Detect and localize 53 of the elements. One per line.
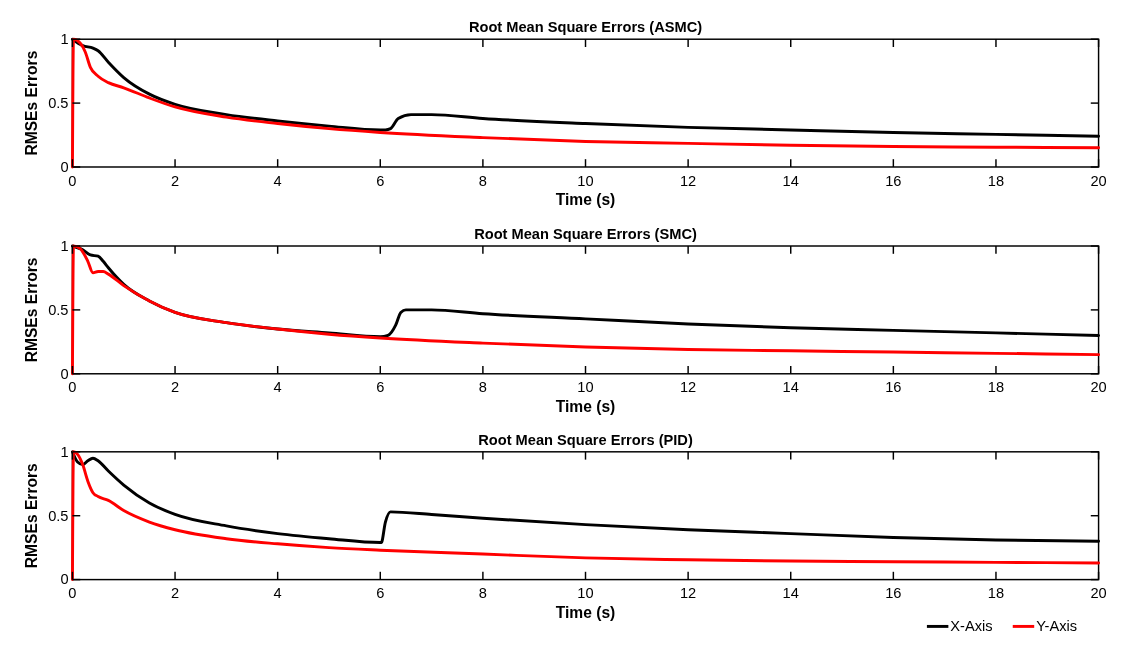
x-tick-label: 8 [478,172,487,189]
y-tick-label: 0 [60,158,69,175]
x-tick-label: 6 [376,172,385,189]
legend-label: Y-Axis [1036,618,1078,635]
x-tick-label: 20 [1090,172,1107,189]
y-tick-label: 1 [60,237,69,254]
x-tick-label: 2 [170,379,180,396]
x-tick-label: 18 [987,172,1005,189]
x-tick-label: 14 [782,585,799,602]
x-tick-label: 10 [577,379,594,396]
legend-label: X-Axis [950,618,993,635]
line-series [70,37,1101,169]
x-tick-label: 20 [1090,379,1107,396]
x-tick-label: 16 [885,585,902,602]
x-tick-label: 4 [273,585,282,602]
x-axis-title: Time (s) [555,603,616,621]
x-tick-label: 14 [782,379,799,396]
x-tick-label: 12 [679,379,697,396]
chart-title: Root Mean Square Errors (ASMC) [468,19,703,36]
x-tick-label: 2 [170,585,180,602]
x-tick-label: 10 [577,172,594,189]
y-axis-title: RMSEs Errors [23,257,41,363]
line-series [70,450,1101,582]
x-tick-label: 4 [273,172,282,189]
x-tick-label: 16 [885,172,902,189]
x-tick-label: 8 [478,379,487,396]
x-tick-label: 12 [679,172,697,189]
x-tick-label: 14 [782,172,799,189]
x-tick-label: 6 [376,585,385,602]
y-axis-title: RMSEs Errors [23,50,41,156]
y-tick-label: 0.5 [48,301,69,318]
x-tick-label: 2 [170,172,180,189]
x-tick-label: 16 [885,379,902,396]
x-tick-label: 10 [577,585,594,602]
y-tick-label: 0 [60,365,69,382]
x-tick-label: 6 [376,379,385,396]
x-tick-label: 18 [987,585,1005,602]
x-tick-label: 4 [273,379,282,396]
line-series [70,244,1101,376]
x-tick-label: 18 [987,379,1005,396]
x-axis-title: Time (s) [555,191,616,209]
y-tick-label: 1 [60,443,69,460]
x-tick-label: 8 [478,585,487,602]
y-tick-label: 0.5 [48,507,69,524]
y-tick-label: 1 [60,31,69,48]
x-tick-label: 20 [1090,585,1107,602]
y-tick-label: 0.5 [48,94,69,111]
chart-title: Root Mean Square Errors (SMC) [474,226,697,243]
x-axis-title: Time (s) [555,397,616,415]
y-tick-label: 0 [60,571,69,588]
chart-title: Root Mean Square Errors (PID) [478,431,693,448]
y-axis-title: RMSEs Errors [23,462,41,569]
x-tick-label: 12 [679,585,697,602]
